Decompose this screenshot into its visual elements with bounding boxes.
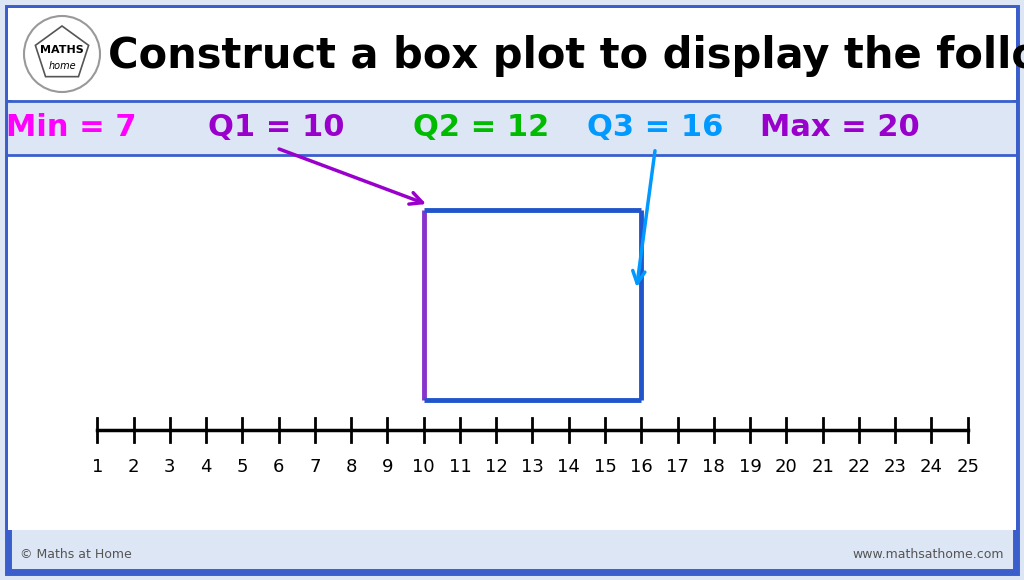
Text: 7: 7 <box>309 458 321 476</box>
Text: 17: 17 <box>666 458 689 476</box>
Text: MATHS: MATHS <box>40 45 84 55</box>
Text: 5: 5 <box>237 458 248 476</box>
Text: Q1 = 10: Q1 = 10 <box>208 114 345 143</box>
Text: Min = 7: Min = 7 <box>6 114 137 143</box>
Text: 22: 22 <box>848 458 870 476</box>
Text: 8: 8 <box>345 458 356 476</box>
Text: home: home <box>48 61 76 71</box>
Text: © Maths at Home: © Maths at Home <box>20 549 132 561</box>
Text: Max = 20: Max = 20 <box>760 114 920 143</box>
Text: 16: 16 <box>630 458 652 476</box>
Text: 18: 18 <box>702 458 725 476</box>
Text: 4: 4 <box>201 458 212 476</box>
Text: 15: 15 <box>594 458 616 476</box>
Text: 14: 14 <box>557 458 581 476</box>
Circle shape <box>24 16 100 92</box>
Text: 12: 12 <box>484 458 508 476</box>
Text: 2: 2 <box>128 458 139 476</box>
Text: www.mathsathome.com: www.mathsathome.com <box>853 549 1004 561</box>
Text: 1: 1 <box>91 458 103 476</box>
Text: Construct a box plot to display the following data: Construct a box plot to display the foll… <box>108 35 1024 77</box>
Text: 3: 3 <box>164 458 175 476</box>
Text: Q2 = 12: Q2 = 12 <box>413 114 550 143</box>
FancyArrowPatch shape <box>280 149 423 204</box>
Bar <box>8 8 1016 100</box>
Text: 21: 21 <box>811 458 835 476</box>
Text: 11: 11 <box>449 458 471 476</box>
Text: Q3 = 16: Q3 = 16 <box>587 114 724 143</box>
Text: 24: 24 <box>920 458 943 476</box>
Text: 10: 10 <box>413 458 435 476</box>
Text: 23: 23 <box>884 458 906 476</box>
Text: 20: 20 <box>775 458 798 476</box>
Text: 13: 13 <box>521 458 544 476</box>
Text: 25: 25 <box>956 458 979 476</box>
Text: 19: 19 <box>738 458 762 476</box>
Bar <box>8 101 1016 155</box>
Text: 6: 6 <box>273 458 285 476</box>
Text: 9: 9 <box>382 458 393 476</box>
Bar <box>8 155 1016 530</box>
FancyArrowPatch shape <box>633 151 655 284</box>
